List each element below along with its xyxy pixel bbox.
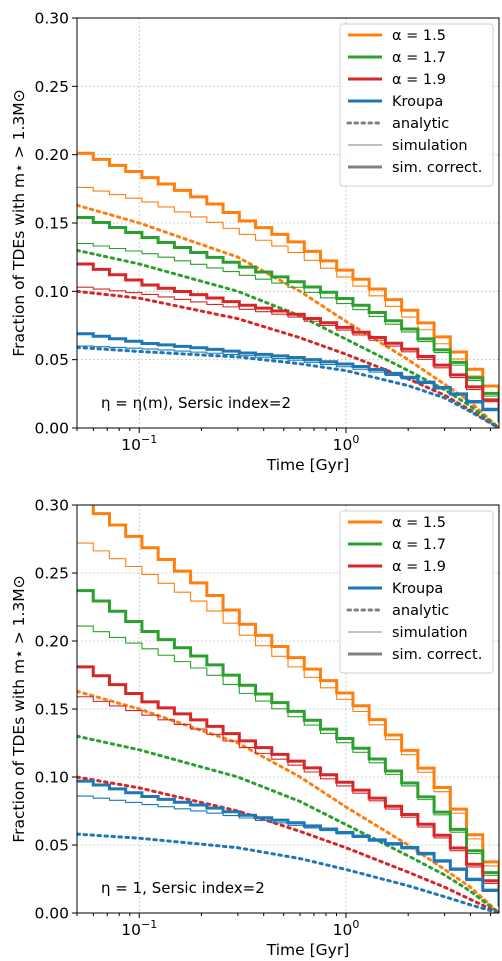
legend-label: simulation	[392, 138, 468, 154]
series-line-kroupa-analytic	[77, 832, 499, 913]
y-tick-label: 0.30	[34, 497, 69, 515]
y-tick-label: 0.25	[34, 565, 69, 583]
legend-label: α = 1.9	[392, 72, 446, 88]
y-tick-label: 0.00	[34, 420, 69, 438]
series-line-kroupa-corrected	[77, 779, 499, 907]
series-line-alpha19-analytic	[77, 775, 499, 913]
series-line-alpha15-corrected	[77, 151, 499, 415]
y-axis-label: Fraction of TDEs with m⋆ > 1.3M⊙	[10, 575, 28, 842]
legend: α = 1.5 α = 1.7 α = 1.9 Kroupa analytic simul…	[339, 510, 494, 674]
legend-label: α = 1.7	[392, 50, 446, 66]
series-group	[77, 151, 499, 428]
legend-label: Kroupa	[392, 94, 443, 110]
series-line-kroupa-analytic	[77, 345, 499, 428]
panel-annotation: η = 1, Sersic index=2	[101, 879, 265, 897]
series-line-alpha19-corrected	[77, 665, 499, 903]
y-tick-label: 0.20	[34, 146, 69, 164]
panel-annotation: η = η(m), Sersic index=2	[101, 394, 291, 412]
series-line-alpha15-corrected	[91, 505, 499, 897]
y-tick-label: 0.00	[34, 905, 69, 923]
x-tick-label: 100	[333, 433, 360, 454]
y-tick-label: 0.15	[34, 215, 69, 233]
legend-label: α = 1.7	[392, 537, 446, 553]
legend-label: α = 1.5	[392, 28, 446, 44]
series-line-alpha15-analytic	[77, 203, 499, 428]
y-tick-label: 0.05	[34, 837, 69, 855]
x-axis-label: Time [Gyr]	[266, 941, 350, 959]
series-line-alpha17-corrected	[77, 216, 499, 418]
x-tick-label: 10−1	[121, 433, 157, 454]
legend-label: sim. correct.	[392, 160, 482, 176]
series-line-alpha17-analytic	[77, 248, 499, 428]
chart-panel-bottom: 0.00 0.05 0.10 0.15 0.20 0.25 0.30 10−1 100 Time …	[10, 497, 500, 959]
series-group	[77, 505, 499, 913]
y-tick-label: 0.05	[34, 351, 69, 369]
y-tick-label: 0.30	[34, 10, 69, 28]
y-tick-label: 0.10	[34, 769, 69, 787]
legend-label: analytic	[392, 116, 449, 132]
legend-label: sim. correct.	[392, 647, 482, 663]
y-tick-label: 0.25	[34, 78, 69, 96]
y-axis-label: Fraction of TDEs with m⋆ > 1.3M⊙	[10, 89, 28, 356]
chart-panel-top: 0.00 0.05 0.10 0.15 0.20 0.25 0.30 10−1 100 Time …	[10, 10, 500, 474]
legend-label: analytic	[392, 603, 449, 619]
y-tick-label: 0.20	[34, 633, 69, 651]
series-line-alpha19-simulation	[77, 696, 499, 905]
series-line-kroupa-corrected	[77, 332, 499, 423]
legend-label: α = 1.5	[392, 515, 446, 531]
x-tick-label: 100	[333, 918, 360, 939]
legend-label: simulation	[392, 625, 468, 641]
legend: α = 1.5 α = 1.7 α = 1.9 Kroupa analytic simul…	[339, 23, 494, 187]
legend-label: α = 1.9	[392, 559, 446, 575]
y-tick-label: 0.15	[34, 701, 69, 719]
x-axis-label: Time [Gyr]	[266, 456, 350, 474]
series-line-alpha19-corrected	[77, 262, 499, 420]
y-tick-label: 0.10	[34, 283, 69, 301]
x-tick-label: 10−1	[121, 918, 157, 939]
series-line-alpha17-analytic	[77, 734, 499, 913]
legend-label: Kroupa	[392, 581, 443, 597]
series-line-alpha17-corrected	[77, 589, 499, 900]
